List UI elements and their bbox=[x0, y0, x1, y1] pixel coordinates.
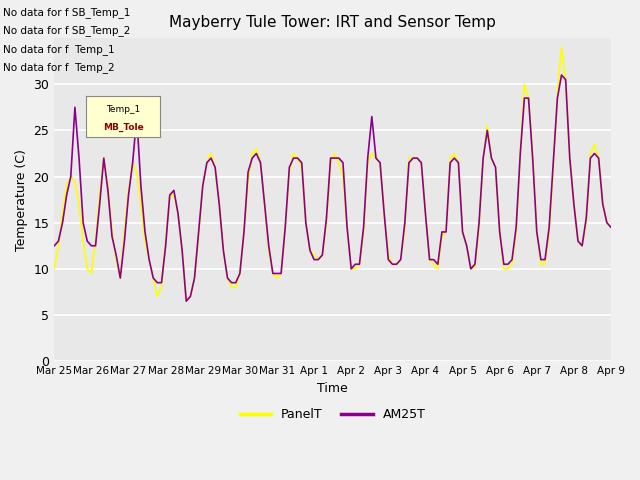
PanelT bbox=[508, 261, 516, 267]
AM25T bbox=[116, 275, 124, 281]
X-axis label: Time: Time bbox=[317, 382, 348, 395]
Title: Mayberry Tule Tower: IRT and Sensor Temp: Mayberry Tule Tower: IRT and Sensor Temp bbox=[169, 15, 496, 30]
Line: AM25T: AM25T bbox=[54, 75, 611, 301]
Text: No data for f  Temp_2: No data for f Temp_2 bbox=[3, 62, 115, 73]
AM25T bbox=[269, 271, 276, 276]
PanelT bbox=[557, 45, 565, 50]
AM25T bbox=[557, 72, 565, 78]
PanelT bbox=[116, 275, 124, 281]
AM25T bbox=[182, 298, 190, 304]
Text: No data for f SB_Temp_2: No data for f SB_Temp_2 bbox=[3, 25, 131, 36]
AM25T bbox=[512, 225, 520, 230]
AM25T bbox=[51, 243, 58, 249]
PanelT bbox=[582, 220, 590, 226]
PanelT bbox=[512, 229, 520, 235]
Legend: PanelT, AM25T: PanelT, AM25T bbox=[235, 403, 431, 426]
Text: No data for f  Temp_1: No data for f Temp_1 bbox=[3, 44, 115, 55]
AM25T bbox=[607, 225, 615, 230]
AM25T bbox=[508, 257, 516, 263]
AM25T bbox=[504, 261, 512, 267]
AM25T bbox=[582, 215, 590, 221]
Y-axis label: Temperature (C): Temperature (C) bbox=[15, 149, 28, 251]
PanelT bbox=[182, 298, 190, 304]
Line: PanelT: PanelT bbox=[54, 48, 611, 301]
PanelT bbox=[269, 271, 276, 276]
PanelT bbox=[504, 266, 512, 272]
PanelT bbox=[51, 266, 58, 272]
Text: Temp_1: Temp_1 bbox=[106, 105, 140, 114]
Text: MB_Tole: MB_Tole bbox=[103, 123, 143, 132]
Text: No data for f SB_Temp_1: No data for f SB_Temp_1 bbox=[3, 7, 131, 18]
PanelT bbox=[607, 225, 615, 230]
